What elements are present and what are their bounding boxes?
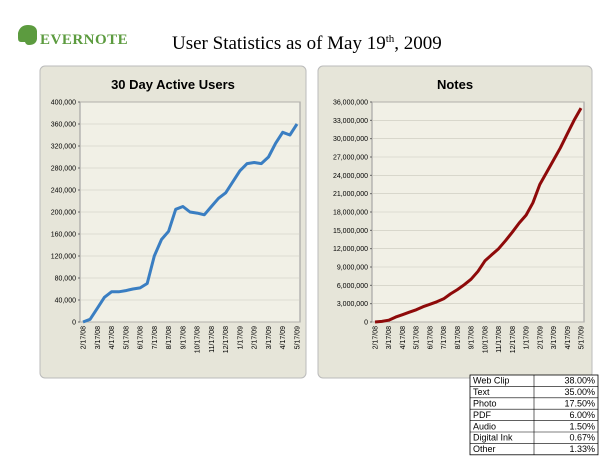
x-tick-label: 11/17/08: [496, 326, 503, 353]
table-cell: 1.33%: [569, 444, 595, 454]
x-tick-label: 5/17/08: [123, 326, 130, 349]
x-tick-label: 4/17/08: [109, 326, 116, 349]
x-tick-label: 11/17/08: [209, 326, 216, 353]
logo: EVERNOTE: [18, 25, 128, 48]
x-tick-label: 4/17/09: [565, 326, 572, 349]
y-tick-label: 9,000,000: [337, 265, 368, 272]
x-tick-label: 1/17/09: [524, 326, 531, 349]
y-tick-label: 27,000,000: [333, 155, 368, 162]
y-tick-label: 280,000: [51, 166, 76, 173]
chart-title: 30 Day Active Users: [111, 77, 235, 92]
title-sup: th: [386, 33, 395, 45]
y-tick-label: 36,000,000: [333, 100, 368, 107]
table-cell: 1.50%: [569, 421, 595, 431]
data-line: [374, 107, 583, 324]
table-cell: Audio: [473, 421, 496, 431]
x-tick-label: 6/17/08: [138, 326, 145, 349]
y-tick-label: 33,000,000: [333, 118, 368, 125]
x-tick-label: 4/17/08: [400, 326, 407, 349]
y-tick-label: 18,000,000: [333, 210, 368, 217]
table-cell: PDF: [473, 410, 492, 420]
table-cell: Digital Ink: [473, 433, 513, 443]
table-cell: 38.00%: [564, 376, 595, 386]
y-tick-label: 200,000: [51, 210, 76, 217]
x-tick-label: 3/17/09: [551, 326, 558, 349]
y-tick-label: 12,000,000: [333, 246, 368, 253]
table-cell: 17.50%: [564, 399, 595, 409]
x-tick-label: 9/17/08: [180, 326, 187, 349]
y-tick-label: 3,000,000: [337, 301, 368, 308]
table-cell: Text: [473, 387, 490, 397]
x-tick-label: 12/17/08: [510, 326, 517, 353]
table-cell: Web Clip: [473, 376, 509, 386]
x-tick-label: 10/17/08: [195, 326, 202, 353]
y-tick-label: 80,000: [55, 276, 77, 283]
x-tick-label: 5/17/08: [414, 326, 421, 349]
y-tick-label: 0: [72, 320, 76, 327]
x-tick-label: 3/17/08: [95, 326, 102, 349]
x-tick-label: 3/17/08: [386, 326, 393, 349]
y-tick-label: 120,000: [51, 254, 76, 261]
table-cell: 0.67%: [569, 433, 595, 443]
y-tick-label: 360,000: [51, 122, 76, 129]
y-tick-label: 0: [364, 320, 368, 327]
data-line: [82, 123, 299, 324]
page-title: User Statistics as of May 19th, 2009: [172, 33, 442, 54]
y-tick-label: 320,000: [51, 144, 76, 151]
logo-text: EVERNOTE: [40, 32, 128, 48]
title-end: , 2009: [394, 33, 442, 54]
y-tick-label: 40,000: [55, 298, 77, 305]
x-tick-label: 4/17/09: [280, 326, 287, 349]
x-tick-label: 2/17/09: [252, 326, 259, 349]
y-tick-label: 15,000,000: [333, 228, 368, 235]
x-tick-label: 9/17/08: [469, 326, 476, 349]
x-tick-label: 10/17/08: [482, 326, 489, 353]
x-tick-label: 5/17/09: [579, 326, 586, 349]
y-tick-label: 6,000,000: [337, 283, 368, 290]
y-tick-label: 240,000: [51, 188, 76, 195]
table-cell: 35.00%: [564, 387, 595, 397]
x-tick-label: 7/17/08: [152, 326, 159, 349]
x-tick-label: 2/17/09: [537, 326, 544, 349]
y-tick-label: 160,000: [51, 232, 76, 239]
table-cell: Photo: [473, 399, 497, 409]
table-cell: Other: [473, 444, 496, 454]
x-tick-label: 3/17/09: [266, 326, 273, 349]
logo-icon: [18, 25, 37, 45]
x-tick-label: 6/17/08: [427, 326, 434, 349]
y-tick-label: 30,000,000: [333, 136, 368, 143]
y-tick-label: 400,000: [51, 100, 76, 107]
x-tick-label: 1/17/09: [237, 326, 244, 349]
x-tick-label: 2/17/08: [373, 326, 380, 349]
x-tick-label: 5/17/09: [295, 326, 302, 349]
y-tick-label: 21,000,000: [333, 191, 368, 198]
x-tick-label: 8/17/08: [166, 326, 173, 349]
x-tick-label: 8/17/08: [455, 326, 462, 349]
x-tick-label: 2/17/08: [81, 326, 88, 349]
title-main: User Statistics as of May 19: [172, 33, 386, 54]
x-tick-label: 12/17/08: [223, 326, 230, 353]
x-tick-label: 7/17/08: [441, 326, 448, 349]
table-cell: 6.00%: [569, 410, 595, 420]
chart-title: Notes: [437, 77, 473, 92]
y-tick-label: 24,000,000: [333, 173, 368, 180]
